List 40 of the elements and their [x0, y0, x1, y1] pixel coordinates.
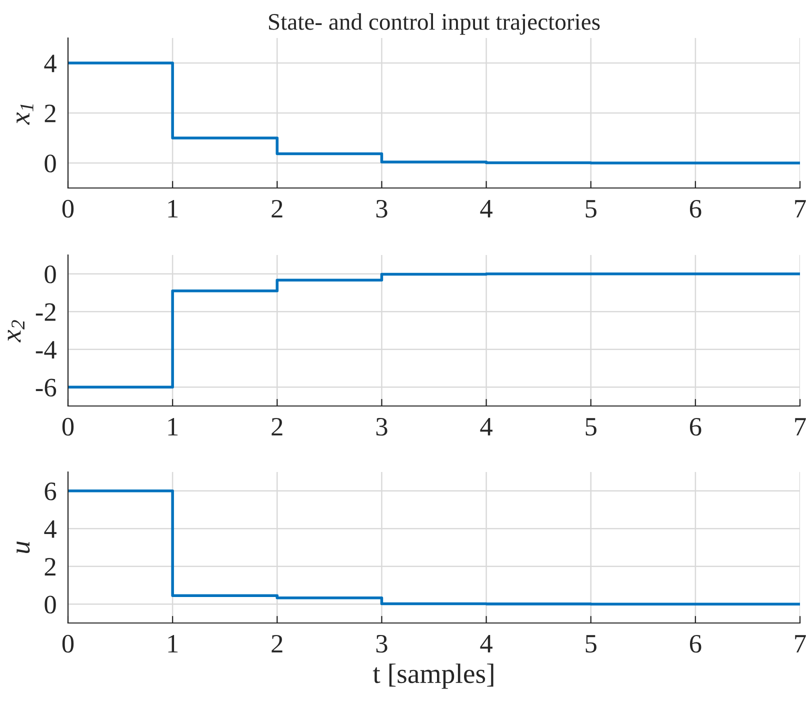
x-tick-label: 2 [272, 418, 282, 436]
y-axis-title: x$_{2}$ [8, 320, 24, 342]
x-tick-label: 2 [272, 200, 282, 218]
x-tick-label: 6 [690, 200, 702, 218]
y-tick-label: 2 [44, 558, 56, 576]
y-tick-label: -2 [36, 303, 56, 321]
x-tick-label: 6 [690, 418, 702, 436]
x-tick-label: 1 [168, 635, 178, 652]
x-tick-label: 1 [168, 200, 178, 218]
x-tick-label: 4 [480, 635, 492, 652]
x-tick-label: 5 [586, 418, 596, 436]
x-tick-label: 1 [168, 418, 178, 436]
x-tick-label: 7 [795, 418, 806, 436]
y-tick-label: 0 [44, 596, 56, 614]
x-tick-label: 5 [586, 200, 596, 218]
x-tick-label: 0 [62, 418, 74, 436]
y-tick-label: 6 [44, 482, 56, 500]
x-tick-label: 0 [62, 634, 74, 653]
y-axis-title: x$_{1}$ [16, 104, 34, 125]
x-tick-label: 3 [376, 200, 388, 218]
x-tick-label: 4 [480, 418, 492, 436]
x-tick-label: 3 [376, 418, 388, 436]
x-tick-label: 3 [376, 634, 388, 653]
x-tick-label: 7 [795, 200, 806, 218]
x-tick-label: 5 [586, 635, 596, 653]
x-axis-title: t [samples] [372, 664, 494, 689]
y-tick-label: -6 [36, 378, 56, 397]
x-tick-label: 0 [62, 200, 74, 218]
chart-title: State- and control input trajectories [269, 13, 600, 35]
y-tick-label: 2 [44, 104, 56, 122]
x-tick-label: 2 [272, 634, 282, 652]
x-tick-label: 7 [795, 635, 806, 652]
x-tick-label: 4 [480, 200, 492, 218]
y-tick-label: 0 [44, 154, 56, 172]
y-tick-label: 4 [44, 520, 56, 538]
y-tick-label: 4 [44, 54, 56, 72]
y-axis-title: u [16, 542, 30, 554]
y-tick-label: -4 [36, 341, 56, 359]
x-tick-label: 6 [690, 634, 702, 653]
y-tick-label: 0 [44, 265, 56, 284]
